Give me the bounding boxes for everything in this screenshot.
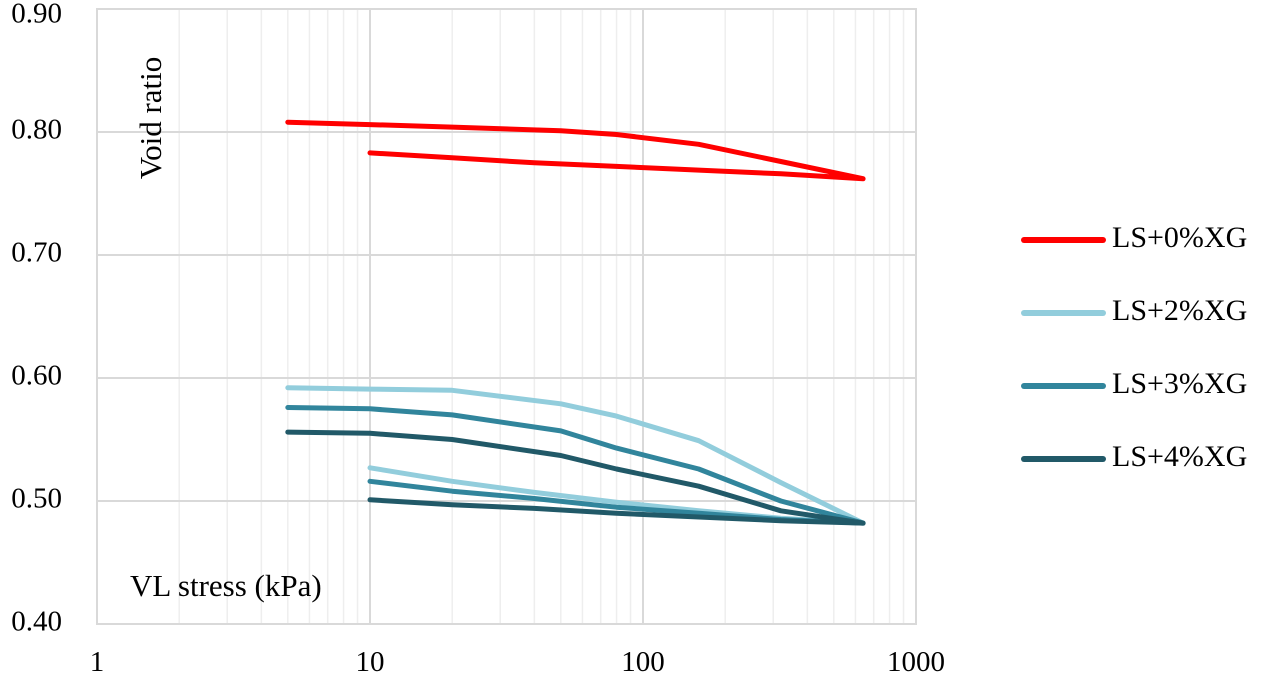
y-tick-label: 0.60 — [11, 360, 62, 392]
legend-label: LS+4%XG — [1112, 440, 1247, 473]
series-line-4 — [285, 429, 866, 526]
series-line-1 — [285, 119, 866, 182]
y-tick-label: 0.80 — [11, 114, 62, 146]
minor-gridlines — [178, 9, 905, 624]
y-tick-label: 0.40 — [11, 606, 62, 638]
x-tick-label: 10 — [356, 646, 385, 678]
legend-label: LS+2%XG — [1112, 294, 1247, 327]
y-tick-label: 0.70 — [11, 237, 62, 269]
series-line-3 — [285, 405, 866, 526]
series-layer — [285, 119, 866, 526]
x-tick-label: 100 — [621, 646, 665, 678]
series-line-2 — [285, 385, 866, 526]
major-gridlines — [96, 8, 917, 625]
y-axis-tick-labels: 0.40 0.50 0.60 0.70 0.80 0.90 — [11, 0, 62, 638]
plot-area-frame — [96, 8, 917, 625]
y-tick-label: 0.90 — [11, 0, 62, 30]
legend-label: LS+0%XG — [1112, 221, 1247, 254]
y-tick-label: 0.50 — [11, 483, 62, 515]
x-tick-label: 1000 — [887, 646, 945, 678]
x-axis-title: VL stress (kPa) — [130, 568, 322, 603]
y-axis-title: Void ratio — [133, 57, 168, 180]
x-tick-label: 1 — [90, 646, 105, 678]
legend: LS+0%XG LS+2%XG LS+3%XG LS+4%XG — [1021, 221, 1247, 473]
legend-label: LS+3%XG — [1112, 367, 1247, 400]
x-axis-tick-labels: 1 10 100 1000 — [90, 646, 945, 678]
